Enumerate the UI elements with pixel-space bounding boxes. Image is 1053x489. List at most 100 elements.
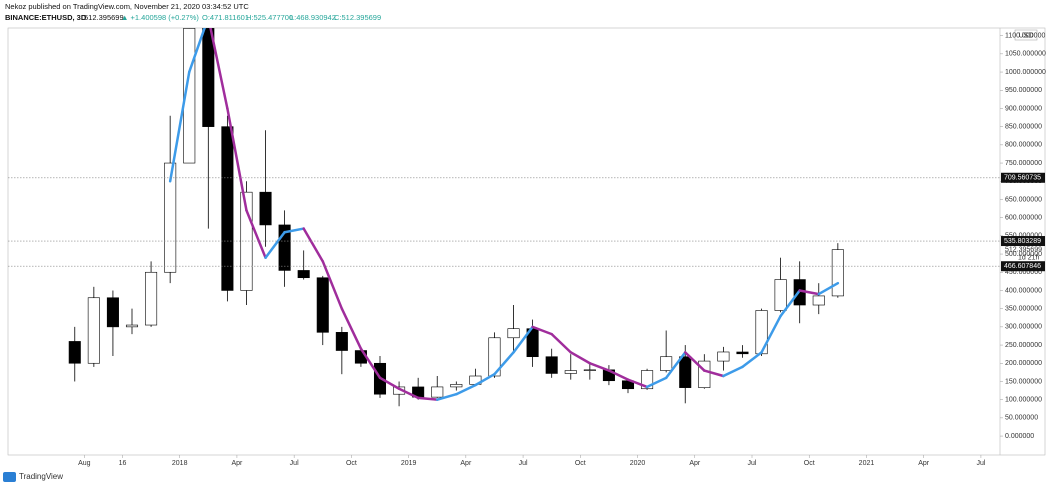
level-tag: [1001, 236, 1045, 247]
candle-body: [68, 341, 81, 364]
y-tick-label: 350.000000: [1005, 306, 1042, 313]
indicator-segment: [340, 307, 363, 350]
y-tick-label: 900.000000: [1005, 105, 1042, 112]
indicator-segment: [264, 230, 286, 259]
indicator-segment: [283, 227, 305, 234]
y-tick-label: 50.000000: [1005, 415, 1038, 422]
indicator-segment: [302, 227, 325, 263]
indicator-segment: [722, 365, 744, 378]
indicator-segment: [779, 289, 801, 318]
change: ▲ +1.400598 (+0.27%): [121, 13, 199, 22]
indicator-segment: [703, 369, 725, 378]
level-label: 535.803289: [1004, 238, 1041, 245]
candle-body: [660, 356, 673, 371]
indicator-segment: [607, 369, 630, 381]
x-tick-label: Apr: [689, 460, 701, 467]
y-tick-label: 1100.000000: [1005, 32, 1045, 39]
publisher: Nekoz published on TradingView.com, Nove…: [5, 2, 249, 11]
indicator-segment: [817, 281, 840, 296]
countdown: 1d 21h: [1018, 254, 1040, 261]
y-tick-label: 450.000000: [1005, 269, 1042, 276]
y-tick-label: 1000.000000: [1005, 69, 1046, 76]
candle-body: [297, 270, 310, 279]
y-tick-label: 850.000000: [1005, 123, 1042, 130]
indicator-segment: [168, 70, 191, 183]
y-tick-label: 600.000000: [1005, 215, 1042, 222]
x-tick-label: Jul: [748, 460, 757, 467]
y-tick-label: 100.000000: [1005, 397, 1042, 404]
currency: USD: [1019, 32, 1034, 39]
candle-body: [145, 271, 158, 326]
candle-body: [87, 297, 100, 364]
candle-body: [316, 277, 329, 333]
candle-body: [774, 279, 787, 311]
indicator-segment: [683, 351, 706, 372]
y-tick-label: 800.000000: [1005, 142, 1042, 149]
candle-body: [583, 369, 596, 371]
x-tick-label: 16: [119, 460, 127, 467]
indicator-segment: [645, 376, 668, 389]
x-tick-label: 2020: [630, 460, 646, 467]
indicator-segment: [359, 347, 382, 380]
x-tick-label: Jul: [519, 460, 528, 467]
level-label: 466.607846: [1004, 263, 1041, 270]
candle-body: [125, 324, 139, 328]
candle-body: [736, 351, 749, 355]
y-tick-label: 300.000000: [1005, 324, 1042, 331]
x-tick-label: Jul: [290, 460, 299, 467]
candle-body: [564, 370, 577, 374]
close: C:512.395699: [334, 13, 381, 22]
candle-body: [106, 297, 119, 328]
candle-body: [717, 351, 730, 362]
x-tick-label: Oct: [575, 460, 586, 467]
y-tick-label: 1050.000000: [1005, 51, 1046, 58]
candle-body: [278, 224, 291, 271]
x-tick-label: Aug: [78, 460, 91, 467]
indicator-segment: [550, 332, 573, 354]
candle-body: [335, 332, 348, 351]
indicator-segment: [187, 28, 206, 74]
candle-body: [545, 356, 558, 374]
indicator-segment: [321, 260, 344, 310]
candle-body: [679, 356, 692, 388]
indicator-segment: [588, 362, 611, 372]
candle-body: [812, 295, 825, 306]
indicator-segment: [493, 351, 515, 376]
y-tick-label: 150.000000: [1005, 378, 1042, 385]
level-label: 709.560735: [1004, 175, 1041, 182]
y-tick-label: 250.000000: [1005, 342, 1042, 349]
last: 512.395699: [84, 13, 124, 22]
candle-body: [450, 384, 463, 388]
candle-body: [488, 337, 501, 377]
indicator-segment: [760, 314, 782, 354]
indicator-segment: [569, 351, 592, 365]
y-tick-label: 750.000000: [1005, 160, 1042, 167]
x-tick-label: Oct: [346, 460, 357, 467]
level-tag: [1001, 172, 1045, 183]
x-tick-label: Apr: [918, 460, 930, 467]
indicator-segment: [474, 372, 496, 387]
indicator-segment: [626, 378, 649, 389]
candle-body: [698, 360, 711, 388]
indicator-segment: [531, 325, 553, 336]
candle-body: [831, 249, 844, 297]
candle-body: [183, 28, 196, 164]
y-tick-label: 200.000000: [1005, 360, 1042, 367]
x-tick-label: 2018: [172, 460, 188, 467]
frame: [7, 27, 1046, 456]
indicator-segment: [798, 289, 821, 296]
indicator-segment: [378, 376, 401, 390]
x-tick-label: Apr: [460, 460, 472, 467]
indicator-segment: [416, 396, 439, 401]
indicator-segment: [435, 392, 458, 401]
indicator-segment: [512, 325, 534, 354]
logo: [3, 472, 16, 482]
indicator-segment: [741, 351, 763, 369]
brand: TradingView: [19, 472, 63, 481]
candle-body: [164, 162, 177, 273]
y-tick-label: 0.000000: [1005, 433, 1034, 440]
open: O:471.811601: [202, 13, 249, 22]
y-tick-label: 500.000000: [1005, 251, 1042, 258]
candle-body: [259, 191, 272, 226]
